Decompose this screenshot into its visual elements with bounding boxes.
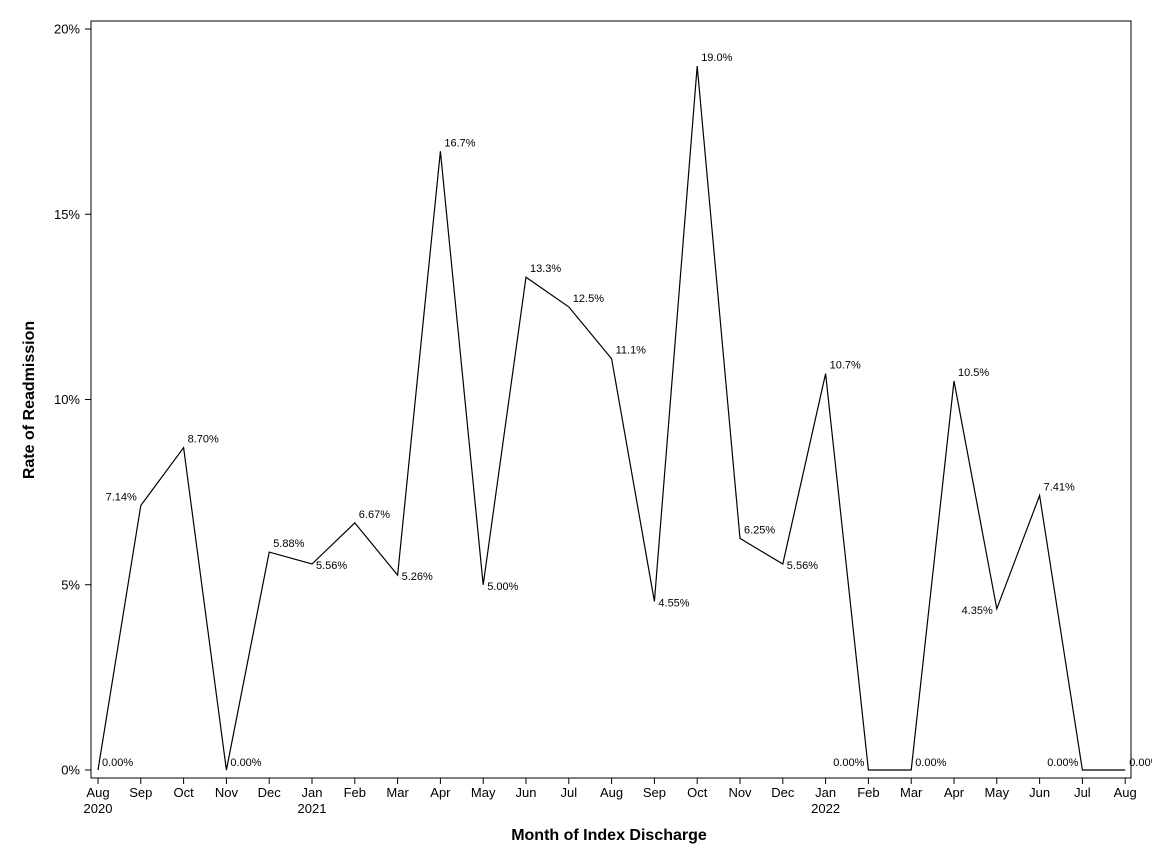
series-line xyxy=(97,66,1126,771)
data-label: 11.1% xyxy=(616,345,647,357)
x-tick-label: Aug xyxy=(86,785,109,800)
x-tick-label: Aug xyxy=(1114,785,1137,800)
y-tick-label: 0% xyxy=(61,763,80,778)
data-label: 0.00% xyxy=(1129,757,1152,769)
data-label: 0.00% xyxy=(102,757,133,769)
x-tick-label: Sep xyxy=(129,785,152,800)
data-label: 5.88% xyxy=(273,538,304,550)
x-tick-label: Feb xyxy=(857,785,879,800)
y-tick-label: 20% xyxy=(54,22,80,37)
x-tick-label: Jan xyxy=(302,785,323,800)
x-tick-label: Jun xyxy=(1029,785,1050,800)
data-label: 13.3% xyxy=(530,263,561,275)
x-axis-title: Month of Index Discharge xyxy=(511,827,707,844)
x-tick-label: Jul xyxy=(1074,785,1091,800)
data-label: 0.00% xyxy=(1047,757,1078,769)
x-tick-label: Mar xyxy=(900,785,923,800)
y-tick-label: 5% xyxy=(61,577,80,592)
x-tick-label: May xyxy=(985,785,1010,800)
data-label: 4.35% xyxy=(962,605,993,617)
data-label: 6.25% xyxy=(744,524,775,536)
data-label: 5.00% xyxy=(487,581,518,593)
y-tick-label: 15% xyxy=(54,207,80,222)
x-tick-label: Dec xyxy=(258,785,282,800)
data-label: 5.56% xyxy=(787,560,818,572)
x-tick-label: Sep xyxy=(643,785,666,800)
data-label: 0.00% xyxy=(915,757,946,769)
y-axis: 0% 5% 10% 15% 20% xyxy=(54,22,91,778)
x-tick-label: Nov xyxy=(728,785,752,800)
data-label: 0.00% xyxy=(230,757,261,769)
data-label: 0.00% xyxy=(833,757,864,769)
x-tick-label: Jul xyxy=(560,785,577,800)
data-label: 10.5% xyxy=(958,367,989,379)
x-tick-label: Aug xyxy=(600,785,623,800)
x-year-label: 2021 xyxy=(298,801,327,816)
x-tick-label: Mar xyxy=(386,785,409,800)
x-tick-label: Oct xyxy=(687,785,708,800)
y-tick-label: 10% xyxy=(54,392,80,407)
x-year-label: 2020 xyxy=(84,801,113,816)
data-label: 8.70% xyxy=(188,434,219,446)
x-tick-label: Feb xyxy=(344,785,366,800)
data-label: 10.7% xyxy=(830,360,861,372)
x-tick-label: Apr xyxy=(944,785,965,800)
x-tick-label: Dec xyxy=(771,785,795,800)
data-label: 7.14% xyxy=(106,491,137,503)
data-label: 12.5% xyxy=(573,293,604,305)
x-tick-label: Apr xyxy=(430,785,451,800)
x-tick-label: Jun xyxy=(516,785,537,800)
data-label: 5.56% xyxy=(316,560,347,572)
x-tick-label: May xyxy=(471,785,496,800)
x-tick-label: Nov xyxy=(215,785,239,800)
data-labels: 0.00% 7.14% 8.70% 0.00% 5.88% 5.56% 6.67% 5.26%… xyxy=(102,52,1152,769)
x-tick-label: Jan xyxy=(815,785,836,800)
data-label: 4.55% xyxy=(658,597,689,609)
data-label: 5.26% xyxy=(402,571,433,583)
data-label: 16.7% xyxy=(444,137,475,149)
data-label: 6.67% xyxy=(359,509,390,521)
y-axis-title: Rate of Readmission xyxy=(21,321,38,479)
data-label: 19.0% xyxy=(701,52,732,64)
x-tick-label: Oct xyxy=(173,785,194,800)
data-label: 7.41% xyxy=(1044,481,1075,493)
x-year-label: 2022 xyxy=(811,801,840,816)
